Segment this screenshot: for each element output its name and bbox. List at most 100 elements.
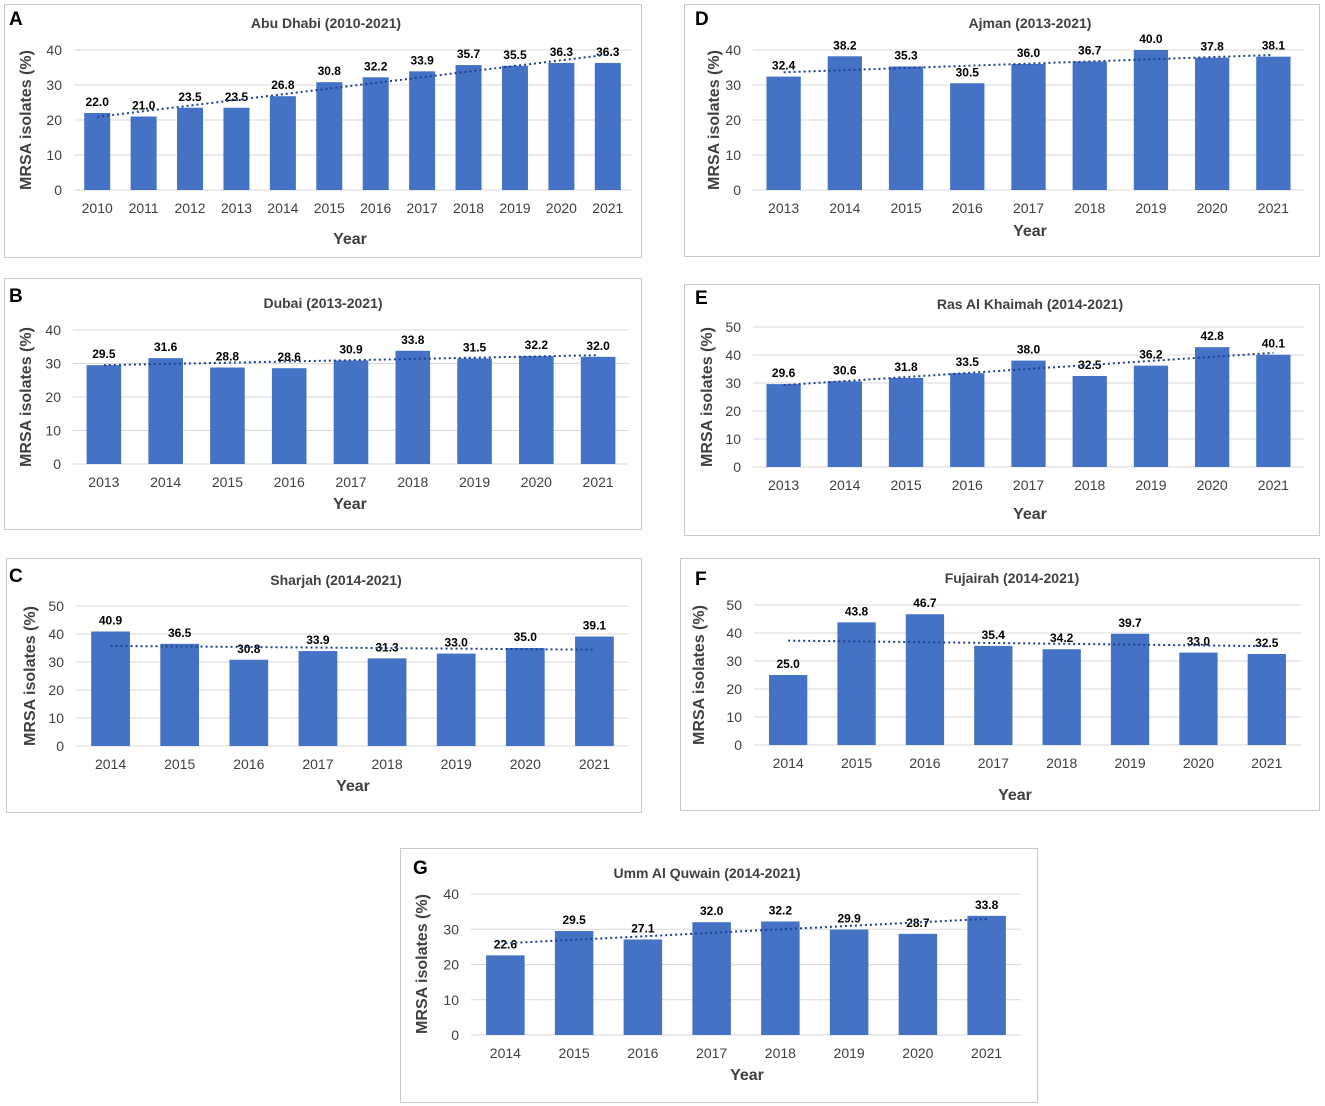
x-tick-label: 2013 [221, 200, 252, 216]
bar-2012 [177, 107, 204, 190]
x-tick-label: 2020 [510, 756, 541, 772]
bar-2015 [837, 622, 876, 745]
y-tick-label: 10 [45, 423, 61, 439]
y-tick-label: 40 [45, 322, 61, 338]
x-axis-label: Year [333, 231, 367, 248]
bar-2017 [1011, 360, 1046, 467]
data-label: 34.2 [1050, 631, 1074, 645]
data-label: 38.2 [833, 38, 857, 52]
x-tick-label: 2014 [267, 200, 298, 216]
chart-title: Dubai (2013-2021) [263, 295, 382, 311]
x-tick-label: 2020 [1197, 200, 1228, 216]
y-tick-label: 40 [48, 626, 64, 642]
x-tick-label: 2017 [1013, 477, 1044, 493]
panel-letter: E [695, 288, 708, 309]
y-tick-label: 30 [726, 653, 742, 669]
data-label: 22.6 [494, 937, 518, 951]
y-tick-label: 40 [725, 42, 741, 58]
x-axis-label: Year [336, 778, 370, 795]
data-label: 36.0 [1017, 46, 1041, 60]
y-tick-label: 0 [53, 456, 61, 472]
x-tick-label: 2020 [1197, 477, 1228, 493]
data-label: 35.0 [514, 630, 538, 644]
x-tick-label: 2014 [829, 477, 860, 493]
bar-2018 [367, 658, 407, 746]
bar-2020 [1179, 652, 1218, 745]
x-tick-label: 2015 [890, 200, 921, 216]
x-tick-label: 2015 [314, 200, 345, 216]
bar-2015 [210, 367, 245, 464]
data-label: 39.1 [583, 619, 607, 633]
chart-title: Sharjah (2014-2021) [270, 572, 402, 588]
y-axis-label: MRSA isolates (%) [699, 327, 716, 467]
bar-2019 [829, 929, 869, 1035]
x-tick-label: 2016 [952, 200, 983, 216]
bar-2016 [271, 368, 307, 464]
data-label: 33.0 [1187, 635, 1211, 649]
panel-letter: F [695, 569, 707, 590]
bar-2019 [501, 65, 528, 190]
y-tick-label: 20 [725, 403, 741, 419]
x-tick-label: 2017 [696, 1045, 727, 1061]
x-tick-label: 2015 [841, 755, 872, 771]
bar-2020 [519, 356, 554, 464]
bar-2021 [1247, 654, 1286, 745]
x-tick-label: 2013 [768, 200, 799, 216]
data-label: 32.0 [700, 904, 724, 918]
data-label: 28.7 [906, 916, 930, 930]
chart-title: Umm Al Quwain (2014-2021) [614, 865, 801, 881]
data-label: 35.3 [894, 48, 918, 62]
x-tick-label: 2016 [909, 755, 940, 771]
y-tick-label: 20 [726, 681, 742, 697]
bar-2011 [130, 116, 157, 190]
panel-letter: G [413, 858, 428, 879]
x-tick-label: 2020 [1183, 755, 1214, 771]
bar-2015 [160, 643, 200, 746]
y-tick-label: 20 [46, 112, 62, 128]
bar-2021 [580, 356, 616, 464]
data-label: 46.7 [913, 596, 937, 610]
x-tick-label: 2019 [441, 756, 472, 772]
x-tick-label: 2016 [360, 200, 391, 216]
bar-2018 [761, 921, 800, 1035]
bar-2013 [223, 107, 250, 190]
bar-2015 [888, 66, 924, 190]
data-label: 29.5 [562, 913, 586, 927]
bar-2014 [91, 631, 130, 746]
x-tick-label: 2021 [1258, 200, 1289, 216]
data-label: 23.5 [225, 90, 249, 104]
x-tick-label: 2020 [521, 474, 552, 490]
bar-2013 [766, 76, 801, 190]
chart-svg: 0 10 20 30 40 50 40.9 2014 36.5 2015 30.8 2016 33.9 2… [22, 572, 629, 795]
data-label: 32.2 [769, 903, 793, 917]
x-tick-label: 2017 [978, 755, 1009, 771]
bar-2016 [905, 614, 945, 745]
x-tick-label: 2014 [150, 474, 181, 490]
x-tick-label: 2019 [1135, 477, 1166, 493]
y-axis-label: MRSA isolates (%) [18, 327, 35, 467]
bar-2014 [269, 96, 296, 190]
bar-2017 [1011, 64, 1046, 190]
trendline [783, 53, 1274, 74]
data-label: 36.3 [596, 45, 620, 59]
y-tick-label: 20 [725, 112, 741, 128]
x-tick-label: 2015 [890, 477, 921, 493]
data-label: 32.2 [364, 59, 388, 73]
bar-2019 [436, 653, 476, 746]
bar-2017 [409, 71, 436, 190]
data-label: 35.5 [503, 48, 527, 62]
x-axis-label: Year [333, 496, 367, 513]
data-label: 22.0 [86, 95, 110, 109]
x-tick-label: 2017 [1013, 200, 1044, 216]
data-label: 25.0 [777, 657, 801, 671]
chart-svg: 0 10 20 30 40 22.6 2014 29.5 2015 27.1 2016 32.0 201… [414, 865, 1021, 1084]
x-tick-label: 2010 [82, 200, 113, 216]
y-tick-label: 40 [726, 625, 742, 641]
data-label: 33.5 [956, 355, 980, 369]
data-label: 38.0 [1017, 343, 1041, 357]
bar-2016 [623, 939, 663, 1035]
x-axis-label: Year [1013, 223, 1047, 240]
data-label: 35.7 [457, 47, 481, 61]
x-tick-label: 2011 [129, 200, 159, 216]
bar-2013 [766, 384, 801, 467]
